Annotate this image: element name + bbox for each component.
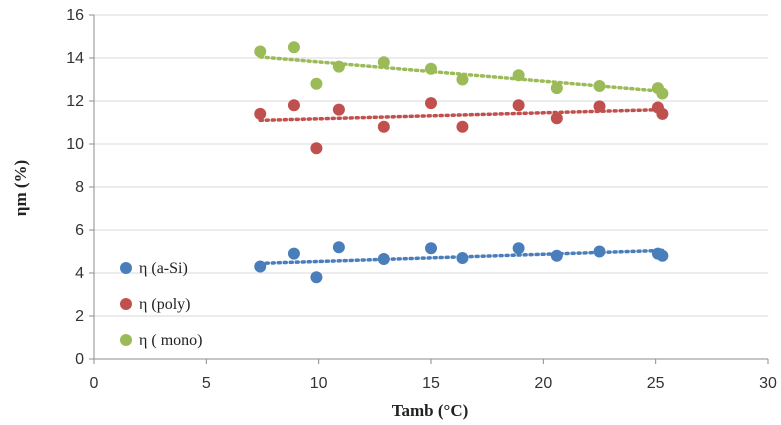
data-point-mono xyxy=(332,60,345,73)
data-point-poly xyxy=(656,107,669,120)
legend-label-poly: η (poly) xyxy=(139,296,190,313)
y-tick-label: 14 xyxy=(66,50,84,67)
data-point-mono xyxy=(593,79,606,92)
legend-label-a-si: η (a-Si) xyxy=(139,260,188,277)
y-tick-label: 8 xyxy=(75,179,84,196)
data-point-poly xyxy=(254,107,267,120)
data-point-poly xyxy=(332,103,345,116)
x-tick-label: 5 xyxy=(202,375,211,392)
data-point-mono xyxy=(456,73,469,86)
x-tick-label: 25 xyxy=(647,375,665,392)
data-point-poly xyxy=(310,142,323,155)
data-point-mono xyxy=(287,41,300,54)
x-tick-label: 0 xyxy=(90,375,99,392)
y-tick-label: 4 xyxy=(75,265,84,282)
data-point-a-si xyxy=(593,245,606,258)
data-point-a-si xyxy=(377,253,390,266)
data-point-a-si xyxy=(310,271,323,284)
data-point-poly xyxy=(377,120,390,133)
x-tick-label: 30 xyxy=(759,375,777,392)
data-point-a-si xyxy=(512,242,525,255)
tick-labels: 0 2 4 6 8 10 12 14 16 0 5 10 15 20 25 30 xyxy=(66,7,777,392)
legend-marker-a-si xyxy=(120,262,132,274)
data-point-a-si xyxy=(550,249,563,262)
y-tick-label: 0 xyxy=(75,351,84,368)
y-tick-label: 12 xyxy=(66,93,84,110)
x-tick-label: 15 xyxy=(422,375,440,392)
data-point-poly xyxy=(287,99,300,112)
data-point-a-si xyxy=(254,260,267,273)
y-axis-title: ηm (%) xyxy=(11,160,30,216)
x-tick-label: 10 xyxy=(310,375,328,392)
data-point-a-si xyxy=(332,241,345,254)
data-point-a-si xyxy=(425,242,437,255)
data-point-poly xyxy=(550,112,563,125)
y-tick-label: 6 xyxy=(75,222,84,239)
data-point-a-si xyxy=(456,251,469,264)
data-point-mono xyxy=(656,87,669,100)
data-point-poly xyxy=(593,100,606,113)
data-point-poly xyxy=(512,99,525,112)
legend-marker-mono xyxy=(120,334,132,346)
data-point-mono xyxy=(512,69,525,82)
legend: η (a-Si) η (poly) η ( mono) xyxy=(120,260,202,349)
data-point-poly xyxy=(425,97,437,110)
axes xyxy=(89,14,769,364)
y-tick-label: 16 xyxy=(66,7,84,24)
y-tick-label: 2 xyxy=(75,308,84,325)
x-axis-title: Tamb (°C) xyxy=(392,401,469,420)
data-point-mono xyxy=(550,82,563,95)
y-tick-label: 10 xyxy=(66,136,84,153)
data-point-mono xyxy=(310,77,323,90)
legend-marker-poly xyxy=(120,298,132,310)
data-points xyxy=(254,41,669,284)
data-point-mono xyxy=(377,56,390,69)
trendline-poly xyxy=(258,107,665,123)
data-point-mono xyxy=(254,45,267,58)
x-tick-label: 20 xyxy=(534,375,552,392)
data-point-mono xyxy=(425,62,437,75)
data-point-poly xyxy=(456,120,469,133)
legend-label-mono: η ( mono) xyxy=(139,332,202,349)
data-point-a-si xyxy=(656,249,669,262)
grid-lines xyxy=(94,14,768,317)
data-point-a-si xyxy=(287,247,300,260)
